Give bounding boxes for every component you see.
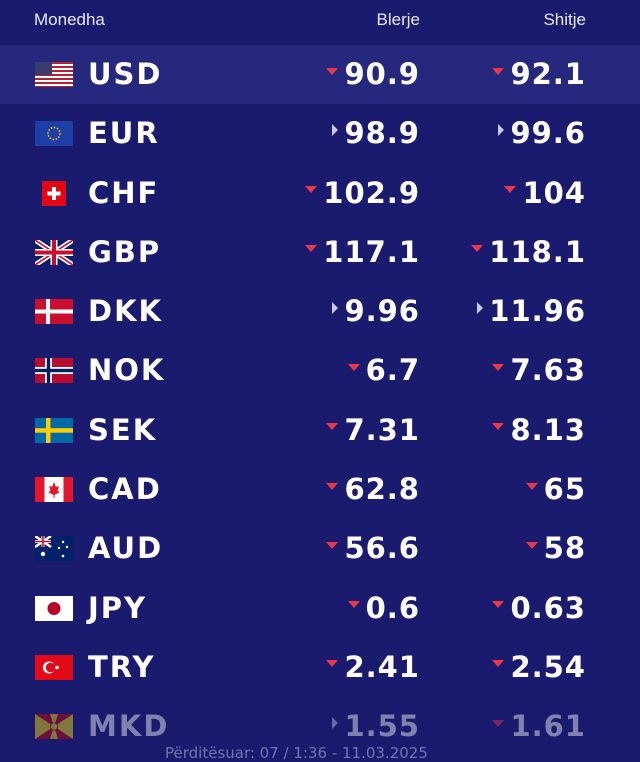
rate-row-dkk[interactable]: DKK 9.96 11.96 [0,282,640,341]
down-arrow-icon [347,601,360,609]
down-arrow-icon [492,660,505,668]
down-arrow-icon [525,482,538,490]
no-flag-icon [35,358,73,384]
buy-value: 117.1 [305,235,420,269]
currency-code: CHF [88,175,160,210]
down-arrow-icon [492,601,505,609]
currency-code: EUR [88,116,160,151]
currency-code: JPY [88,590,148,625]
rate-row-cad[interactable]: CAD 62.8 65 [0,460,640,519]
au-flag-icon [35,536,73,562]
currency-code: USD [88,57,163,91]
sell-value: 65 [525,472,586,506]
down-arrow-icon [326,67,339,75]
neutral-arrow-icon [332,124,339,137]
sell-value: 11.96 [477,294,586,328]
buy-column-header: Blerje [376,10,420,29]
buy-value: 6.7 [347,353,420,387]
neutral-arrow-icon [332,302,339,315]
buy-value: 102.9 [305,176,420,210]
eu-flag-icon [35,121,73,147]
currency-column-header: Monedha [34,10,105,29]
currency-code: CAD [88,472,162,507]
buy-value: 90.9 [326,57,420,91]
rate-row-eur[interactable]: EUR 98.9 99.6 [0,104,640,163]
sell-value: 58 [525,531,586,565]
buy-value: 0.6 [347,591,420,625]
buy-value: 62.8 [326,472,420,506]
currency-code: DKK [88,294,164,329]
gb-flag-icon [35,239,73,265]
buy-value: 7.31 [326,413,420,447]
down-arrow-icon [492,423,505,431]
updated-timestamp: Përditësuar: 07 / 1:36 - 11.03.2025 [165,744,428,762]
rate-row-usd[interactable]: USD 90.9 92.1 [0,45,640,105]
sell-value: 104 [504,176,586,210]
sell-value: 0.63 [492,591,586,625]
rate-row-chf[interactable]: CHF 102.9 104 [0,164,640,223]
currency-code: AUD [88,531,164,566]
sell-value: 2.54 [492,650,586,684]
down-arrow-icon [326,423,339,431]
dk-flag-icon [35,299,73,325]
rate-row-try[interactable]: TRY 2.41 2.54 [0,638,640,697]
neutral-arrow-icon [498,124,505,137]
down-arrow-icon [347,363,360,371]
down-arrow-icon [305,186,318,194]
neutral-arrow-icon [332,717,339,730]
down-arrow-icon [492,67,505,75]
sell-value: 92.1 [492,57,586,91]
down-arrow-icon [305,245,318,253]
rate-row-jpy[interactable]: JPY 0.6 0.63 [0,579,640,638]
buy-value: 98.9 [332,116,420,150]
rate-row-nok[interactable]: NOK 6.7 7.63 [0,341,640,400]
currency-code: TRY [88,649,156,684]
buy-value: 1.55 [332,709,420,743]
buy-value: 56.6 [326,531,420,565]
sell-value: 7.63 [492,353,586,387]
us-flag-icon [35,62,73,87]
tr-flag-icon [35,654,73,680]
buy-value: 9.96 [332,294,420,328]
currency-code: NOK [88,353,166,388]
sell-value: 8.13 [492,413,586,447]
down-arrow-icon [326,660,339,668]
currency-code: MKD [88,709,170,744]
table-header: Monedha Blerje Shitje [0,0,640,44]
rate-row-mkd[interactable]: MKD 1.55 1.61 [0,697,640,756]
exchange-rate-list: USD 90.9 92.1 EUR 98.9 99.6 CHF 102.9 10… [0,45,640,757]
ca-flag-icon [35,477,73,503]
mk-flag-icon [35,714,73,740]
rate-row-sek[interactable]: SEK 7.31 8.13 [0,401,640,460]
sell-column-header: Shitje [543,10,586,29]
currency-code: GBP [88,234,162,269]
jp-flag-icon [35,595,73,621]
down-arrow-icon [471,245,484,253]
down-arrow-icon [504,186,517,194]
currency-code: SEK [88,412,158,447]
down-arrow-icon [326,482,339,490]
rate-row-gbp[interactable]: GBP 117.1 118.1 [0,223,640,282]
sell-value: 1.61 [492,709,586,743]
down-arrow-icon [525,541,538,549]
neutral-arrow-icon [477,302,484,315]
down-arrow-icon [492,363,505,371]
buy-value: 2.41 [326,650,420,684]
sell-value: 118.1 [471,235,586,269]
sell-value: 99.6 [498,116,586,150]
se-flag-icon [35,417,73,443]
rate-row-aud[interactable]: AUD 56.6 58 [0,519,640,578]
ch-flag-icon [35,180,73,206]
down-arrow-icon [326,541,339,549]
down-arrow-icon [492,719,505,727]
